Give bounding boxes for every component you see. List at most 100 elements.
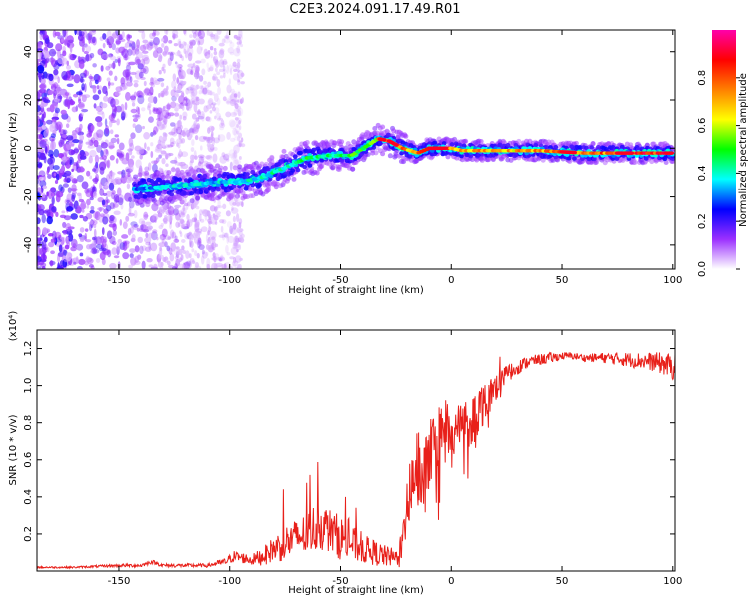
noise-speckle bbox=[210, 35, 215, 40]
noise-speckle bbox=[179, 139, 183, 144]
noise-speckle bbox=[101, 258, 106, 266]
noise-speckle bbox=[102, 216, 109, 225]
noise-speckle bbox=[116, 137, 120, 145]
noise-speckle bbox=[218, 68, 224, 73]
noise-speckle bbox=[231, 263, 237, 269]
noise-speckle bbox=[190, 147, 195, 152]
noise-speckle bbox=[232, 240, 238, 248]
noise-speckle bbox=[213, 35, 221, 40]
noise-speckle bbox=[201, 68, 206, 76]
noise-speckle bbox=[171, 127, 178, 137]
noise-speckle bbox=[162, 111, 166, 116]
noise-speckle bbox=[100, 141, 109, 149]
noise-speckle bbox=[69, 100, 76, 105]
noise-speckle bbox=[200, 111, 205, 119]
noise-speckle bbox=[217, 256, 226, 262]
noise-speckle bbox=[186, 68, 193, 75]
noise-speckle bbox=[53, 69, 59, 76]
noise-speckle bbox=[86, 198, 91, 206]
noise-speckle bbox=[189, 34, 193, 39]
noise-speckle bbox=[72, 243, 77, 248]
noise-speckle bbox=[178, 51, 182, 56]
noise-speckle bbox=[51, 196, 55, 205]
noise-speckle bbox=[214, 206, 218, 213]
noise-speckle bbox=[126, 51, 131, 60]
noise-speckle bbox=[200, 226, 208, 233]
noise-speckle bbox=[191, 248, 195, 253]
noise-speckle bbox=[229, 40, 233, 44]
noise-speckle bbox=[153, 107, 159, 112]
noise-speckle bbox=[37, 261, 41, 266]
noise-speckle bbox=[223, 262, 227, 269]
noise-speckle bbox=[181, 245, 185, 251]
noise-speckle bbox=[105, 204, 112, 212]
noise-speckle bbox=[104, 118, 108, 127]
noise-speckle bbox=[211, 102, 217, 106]
noise-speckle bbox=[92, 191, 98, 199]
noise-speckle bbox=[175, 122, 179, 130]
noise-speckle bbox=[95, 116, 103, 123]
noise-speckle bbox=[193, 155, 198, 160]
ridge-hot bbox=[628, 151, 635, 155]
noise-speckle bbox=[152, 50, 159, 58]
noise-speckle bbox=[149, 32, 156, 40]
noise-speckle bbox=[232, 159, 240, 168]
noise-speckle bbox=[205, 116, 211, 122]
noise-speckle bbox=[207, 81, 212, 88]
ridge-band bbox=[307, 163, 313, 168]
noise-speckle bbox=[78, 113, 84, 122]
noise-speckle bbox=[53, 173, 57, 177]
ridge-halo bbox=[380, 124, 386, 130]
noise-speckle bbox=[206, 210, 211, 216]
noise-speckle bbox=[238, 119, 241, 125]
noise-speckle bbox=[237, 79, 241, 83]
noise-speckle bbox=[64, 244, 70, 250]
ridge-halo bbox=[166, 170, 172, 176]
noise-speckle bbox=[91, 247, 97, 255]
noise-speckle bbox=[50, 133, 56, 139]
noise-speckle bbox=[37, 256, 42, 263]
noise-speckle bbox=[102, 42, 106, 49]
noise-speckle bbox=[37, 205, 42, 211]
noise-speckle bbox=[174, 51, 180, 57]
noise-speckle bbox=[193, 236, 199, 244]
noise-speckle bbox=[45, 127, 49, 134]
noise-speckle bbox=[55, 173, 60, 181]
noise-speckle bbox=[163, 45, 169, 53]
noise-speckle bbox=[171, 266, 177, 269]
noise-speckle bbox=[62, 30, 67, 38]
noise-speckle bbox=[128, 42, 132, 48]
noise-speckle bbox=[92, 94, 100, 101]
noise-speckle bbox=[211, 136, 215, 142]
noise-speckle bbox=[39, 152, 46, 160]
noise-speckle bbox=[200, 46, 204, 51]
noise-speckle bbox=[207, 230, 210, 236]
noise-speckle bbox=[101, 155, 107, 161]
noise-speckle bbox=[177, 222, 181, 228]
noise-speckle bbox=[76, 159, 81, 164]
noise-speckle bbox=[213, 215, 217, 220]
noise-speckle bbox=[122, 69, 131, 78]
noise-speckle bbox=[209, 33, 216, 37]
noise-speckle bbox=[139, 224, 147, 232]
noise-speckle bbox=[181, 264, 186, 269]
noise-speckle bbox=[180, 138, 186, 144]
noise-speckle bbox=[216, 30, 222, 36]
ridge-halo bbox=[139, 202, 145, 208]
noise-speckle bbox=[214, 107, 220, 114]
noise-speckle bbox=[196, 45, 203, 55]
noise-speckle bbox=[86, 257, 94, 265]
noise-speckle bbox=[86, 170, 91, 177]
noise-speckle bbox=[223, 232, 228, 238]
noise-speckle bbox=[108, 53, 114, 58]
noise-speckle bbox=[214, 76, 219, 81]
noise-speckle bbox=[113, 194, 120, 203]
noise-speckle bbox=[189, 160, 193, 167]
noise-speckle bbox=[164, 152, 168, 157]
noise-speckle bbox=[168, 131, 176, 135]
noise-speckle bbox=[226, 158, 230, 162]
noise-speckle bbox=[108, 70, 113, 76]
noise-speckle bbox=[41, 125, 47, 130]
ridge-halo bbox=[210, 196, 216, 202]
